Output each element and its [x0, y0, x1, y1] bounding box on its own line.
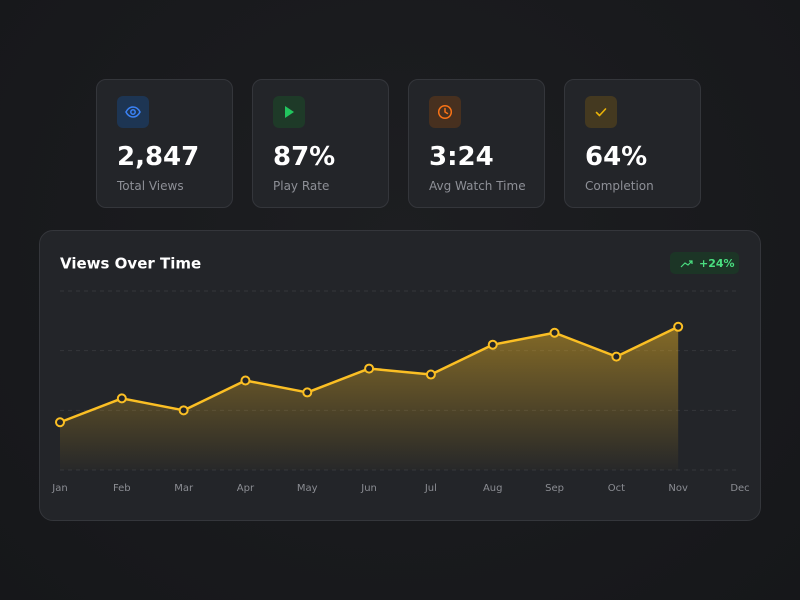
stat-value: 87% [273, 142, 336, 172]
x-tick-label: Sep [545, 483, 564, 494]
data-point [673, 321, 684, 332]
play-icon [273, 96, 305, 128]
clock-icon [429, 96, 461, 128]
stat-label: Completion [585, 179, 654, 193]
data-point [240, 375, 251, 386]
stat-value: 3:24 [429, 142, 494, 172]
stat-card: 87% Play Rate [252, 79, 389, 208]
data-point [364, 363, 375, 374]
data-point [178, 405, 189, 416]
data-point [549, 327, 560, 338]
data-point [487, 339, 498, 350]
x-tick-label: May [297, 483, 318, 494]
area [60, 326, 679, 470]
stat-card: 64% Completion [564, 79, 701, 208]
eye-icon [117, 96, 149, 128]
x-tick-label: Apr [237, 483, 255, 494]
data-point [55, 417, 65, 428]
x-tick-label: Aug [483, 483, 503, 494]
stat-label: Play Rate [273, 179, 330, 193]
x-tick-label: Jan [51, 483, 67, 494]
stat-value: 2,847 [117, 142, 200, 172]
chart-title: Views Over Time [60, 255, 201, 273]
trend-icon [680, 260, 693, 268]
stat-label: Avg Watch Time [429, 179, 526, 193]
data-point [302, 387, 313, 398]
x-tick-label: Dec [730, 483, 749, 494]
stat-card: 3:24 Avg Watch Time [408, 79, 545, 208]
data-point [116, 393, 127, 404]
trend-badge-text: +24% [699, 257, 735, 270]
data-point [425, 369, 436, 380]
x-tick-label: Mar [174, 483, 194, 494]
chart-panel: Views Over Time +24% Jan Feb Mar Apr May Jun J… [39, 230, 761, 521]
x-tick-label: Nov [668, 483, 688, 494]
x-tick-label: Jul [424, 483, 437, 494]
check-icon [585, 96, 617, 128]
data-point [611, 351, 622, 362]
x-tick-label: Feb [113, 483, 131, 494]
stat-label: Total Views [117, 179, 184, 193]
x-tick-label: Oct [608, 483, 625, 494]
trend-badge [670, 252, 739, 274]
x-tick-label: Jun [360, 483, 377, 494]
stat-value: 64% [585, 142, 648, 172]
stat-card: 2,847 Total Views [96, 79, 233, 208]
chart: Views Over Time +24% Jan Feb Mar Apr May Jun J… [51, 252, 750, 494]
